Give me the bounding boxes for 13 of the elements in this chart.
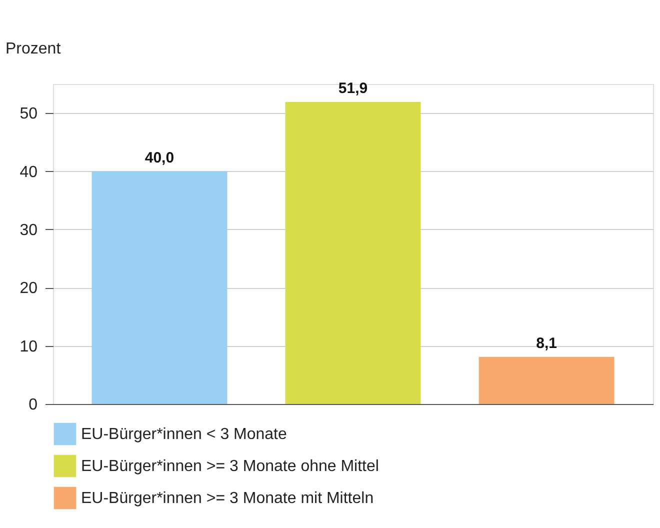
legend-label: EU-Bürger*innen >= 3 Monate ohne Mittel xyxy=(81,458,379,475)
y-tick-label: 40 xyxy=(20,164,38,181)
y-tick-label: 30 xyxy=(20,222,38,239)
y-tick-label: 0 xyxy=(28,396,38,414)
y-tick-label: 50 xyxy=(20,106,38,123)
y-axis-title: Prozent xyxy=(6,40,62,58)
data-label: 8,1 xyxy=(536,334,557,352)
data-label: 51,9 xyxy=(338,80,368,98)
legend-label: EU-Bürger*innen >= 3 Monate mit Mitteln xyxy=(81,490,374,507)
legend-label: EU-Bürger*innen < 3 Monate xyxy=(81,426,287,443)
data-label: 40,0 xyxy=(144,149,174,166)
y-tick-label: 20 xyxy=(20,280,38,298)
y-tick-label: 10 xyxy=(20,338,38,356)
